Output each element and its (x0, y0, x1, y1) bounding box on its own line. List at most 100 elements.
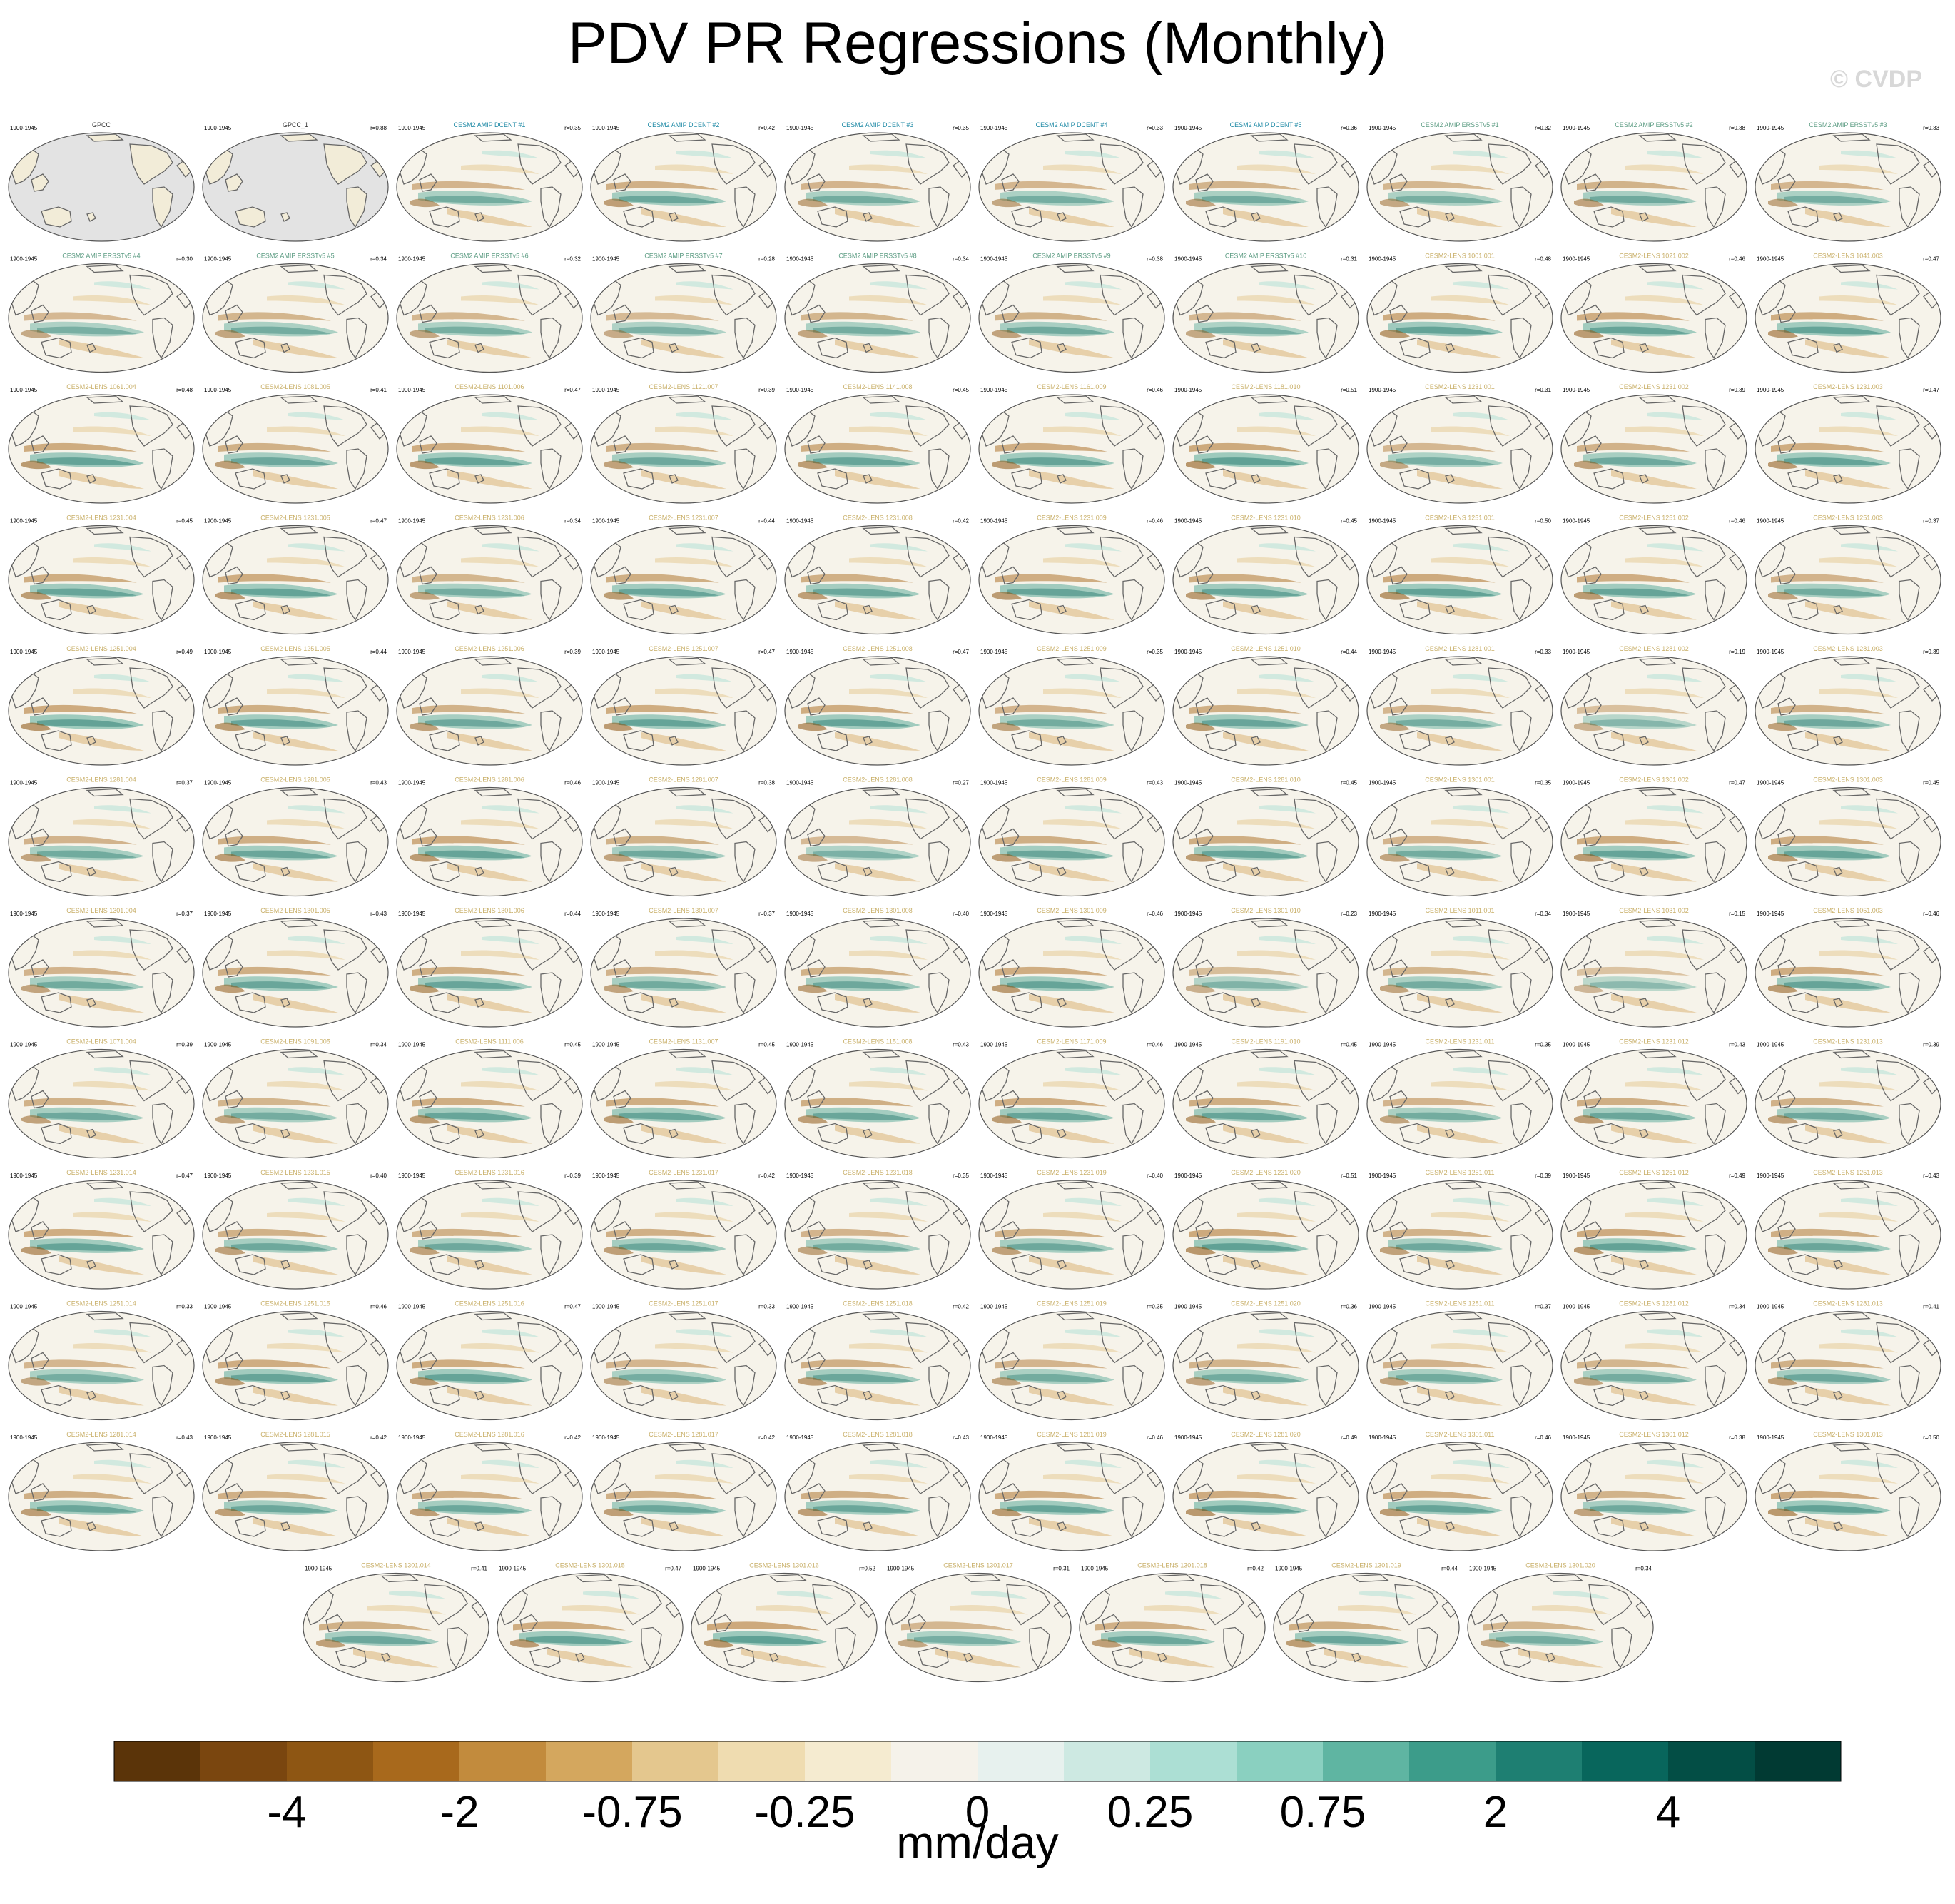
dry-anomaly-north (1625, 1081, 1704, 1091)
dry-anomaly-west (1574, 330, 1604, 338)
coastline-4 (1639, 1521, 1649, 1531)
map-panel-038: 1900-1945 CESM2-LENS 1251.001 r=0.50 (1366, 515, 1553, 635)
coastline-6 (734, 972, 756, 1014)
coastline-2 (807, 1483, 826, 1502)
map-panel-093: 1900-1945 CESM2-LENS 1251.016 r=0.47 (396, 1300, 583, 1421)
coastline-3 (429, 992, 460, 1013)
colorbar-swatch-9 (805, 1741, 892, 1781)
map-panel-064: 1900-1945 CESM2-LENS 1301.007 r=0.37 (590, 907, 777, 1028)
panel-period: 1900-1945 (1469, 1566, 1497, 1572)
panel-pattern-correlation: r=0.42 (953, 1304, 969, 1310)
panel-period: 1900-1945 (1563, 1042, 1590, 1048)
dry-anomaly-north (1043, 688, 1122, 698)
coastline-6 (928, 579, 950, 621)
dry-anomaly-south (447, 1387, 532, 1406)
dry-anomaly-band (218, 312, 331, 321)
wet-anomaly-band (806, 321, 920, 337)
wet-anomaly-north (1841, 150, 1898, 158)
dry-anomaly-south (447, 1518, 532, 1536)
map-border (1755, 786, 1941, 897)
coastline-3 (1011, 1384, 1042, 1407)
coastline-5 (1100, 1453, 1144, 1494)
map-border (8, 394, 195, 504)
ocean-background (785, 133, 970, 241)
coastline-4 (86, 1260, 96, 1270)
map-field (203, 525, 388, 634)
coastline-6 (928, 1234, 950, 1276)
map-field (203, 787, 388, 896)
coastline-3 (1593, 1254, 1625, 1275)
wet-anomaly-band (806, 845, 920, 861)
panel-period: 1900-1945 (592, 911, 620, 917)
coastline-4 (1833, 998, 1843, 1008)
coastline-6 (928, 710, 950, 752)
ocean-background (785, 918, 970, 1027)
panel-period: 1900-1945 (1757, 518, 1784, 525)
dry-anomaly-south (835, 601, 920, 620)
wet-anomaly-north (1259, 543, 1316, 552)
coastline-2 (1001, 566, 1020, 585)
coastline-5 (1876, 405, 1920, 447)
map-panel-015: 1900-1945 CESM2 AMIP ERSSTv5 #8 r=0.34 (784, 253, 971, 373)
panel-pattern-correlation: r=0.45 (953, 387, 969, 393)
map-panel-080: 1900-1945 CESM2-LENS 1231.013 r=0.39 (1755, 1038, 1941, 1159)
panel-period: 1900-1945 (786, 1042, 814, 1048)
wet-anomaly-band (224, 1500, 338, 1515)
coastline-3 (235, 468, 266, 490)
wet-anomaly-north (1647, 1459, 1704, 1468)
wet-anomaly-band (1388, 321, 1503, 337)
dry-anomaly-west (21, 722, 51, 731)
coastline-5 (1876, 798, 1920, 840)
wet-anomaly-core (37, 1243, 137, 1251)
panel-pattern-correlation: r=0.42 (564, 1434, 581, 1441)
map-border (1366, 1180, 1553, 1290)
panel-title: CESM2-LENS 1251.005 (260, 645, 330, 652)
wet-anomaly-core (37, 981, 137, 989)
coastline-8 (1250, 526, 1289, 535)
ocean-background (303, 1573, 489, 1682)
dry-anomaly-north (655, 557, 733, 567)
dry-anomaly-band (1383, 836, 1496, 845)
panel-title: CESM2-LENS 1061.004 (66, 383, 136, 390)
dry-anomaly-west (992, 330, 1022, 338)
ocean-background (1755, 1180, 1941, 1289)
coastline-3 (1112, 1646, 1143, 1668)
dry-anomaly-south (1223, 1125, 1309, 1144)
wet-anomaly-core (1396, 1112, 1496, 1120)
coastline-8 (280, 1181, 318, 1190)
panel-period: 1900-1945 (592, 1173, 620, 1179)
coastline-2 (1389, 697, 1408, 716)
map-border (1467, 1572, 1654, 1683)
coastline-6 (346, 186, 367, 228)
coastline-3 (623, 468, 654, 490)
map-field (9, 263, 194, 373)
dry-anomaly-south (1805, 208, 1891, 227)
wet-anomaly-band (1777, 452, 1891, 467)
wet-anomaly-band (806, 1369, 920, 1384)
coastline-8 (668, 133, 706, 142)
panel-title: CESM2-LENS 1001.001 (1425, 253, 1495, 260)
map-border (396, 918, 583, 1028)
panel-pattern-correlation: r=0.42 (758, 1173, 775, 1179)
dry-anomaly-south (253, 994, 338, 1013)
map-panel-082: 1900-1945 CESM2-LENS 1231.015 r=0.40 (202, 1169, 389, 1290)
colorbar-units: mm/day (896, 1817, 1059, 1868)
coastline-5 (1294, 405, 1338, 447)
map-border (784, 1180, 971, 1290)
wet-anomaly-band (418, 452, 532, 467)
coastline-2 (1195, 566, 1214, 585)
ocean-background (785, 263, 970, 373)
panel-pattern-correlation: r=0.41 (471, 1566, 487, 1572)
panel-title: CESM2-LENS 1231.006 (455, 515, 524, 522)
coastline-4 (474, 1128, 484, 1139)
panel-title: CESM2-LENS 1281.009 (1037, 776, 1107, 784)
coastline-4 (769, 1652, 779, 1663)
dry-anomaly-band (24, 312, 137, 321)
coastline-4 (669, 212, 679, 222)
coastline-8 (1056, 1181, 1095, 1190)
wet-anomaly-band (1194, 714, 1309, 729)
dry-anomaly-band (1771, 1359, 1884, 1369)
panel-pattern-correlation: r=0.46 (1923, 911, 1939, 917)
panel-pattern-correlation: r=0.45 (176, 518, 193, 525)
map-panel-095: 1900-1945 CESM2-LENS 1251.018 r=0.42 (784, 1300, 971, 1421)
